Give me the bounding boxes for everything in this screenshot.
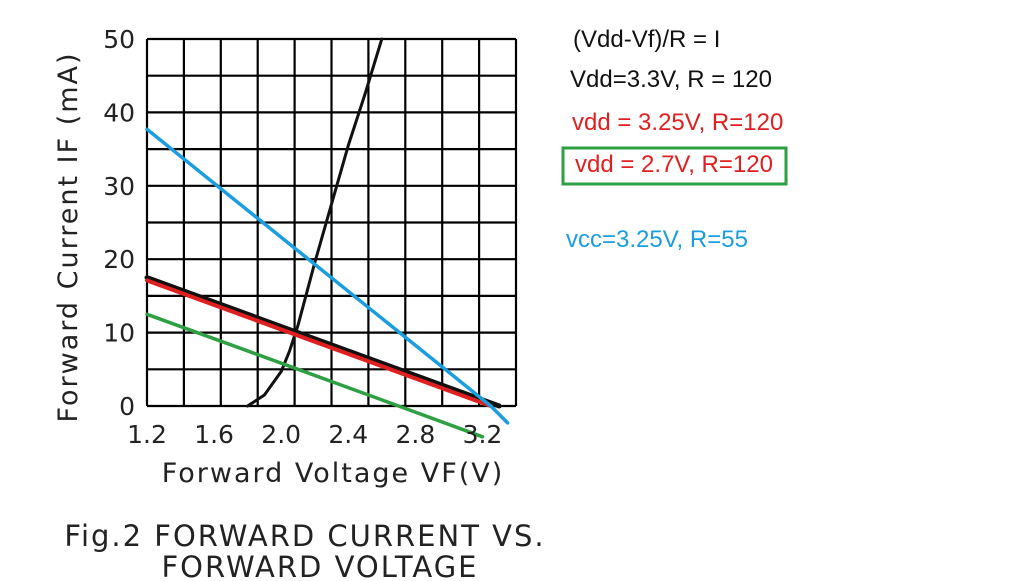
x-tick-label: 2.4 bbox=[328, 420, 368, 449]
x-axis-title: Forward Voltage VF(V) bbox=[162, 458, 505, 489]
load-line-3-3v-120r bbox=[144, 275, 502, 409]
led-iv-curve bbox=[246, 37, 384, 408]
caption-line-1: Fig.2 FORWARD CURRENT VS. bbox=[64, 519, 545, 553]
y-tick-label: 50 bbox=[103, 25, 135, 54]
load-line-3-25v-120r bbox=[145, 278, 493, 408]
x-tick-label: 2.8 bbox=[395, 420, 435, 449]
grid bbox=[145, 37, 518, 408]
note-vcc-3-25: vcc=3.25V, R=55 bbox=[566, 226, 748, 253]
y-axis-title: Forward Current I​F (mA) bbox=[53, 51, 84, 422]
x-tick-label: 1.2 bbox=[127, 420, 167, 449]
note-vdd-2-7: vdd = 2.7V, R=120 bbox=[575, 151, 773, 178]
y-tick-label: 10 bbox=[103, 319, 135, 348]
series-group bbox=[144, 37, 510, 439]
note-vdd-3-25: vdd = 3.25V, R=120 bbox=[572, 109, 783, 136]
note-vdd-3-3: Vdd=3.3V, R = 120 bbox=[570, 66, 772, 93]
y-tick-label: 0 bbox=[119, 392, 135, 421]
annotations: (Vdd-Vf)/R = I Vdd=3.3V, R = 120 vdd = 3… bbox=[561, 26, 788, 253]
caption-line-2: FORWARD VOLTAGE bbox=[161, 550, 478, 581]
x-tick-label: 2.0 bbox=[261, 420, 301, 449]
load-line-3-25v-55r bbox=[145, 127, 510, 425]
y-tick-label: 40 bbox=[103, 98, 135, 127]
x-tick-label: 3.2 bbox=[463, 420, 503, 449]
y-tick-label: 30 bbox=[103, 172, 135, 201]
y-tick-label: 20 bbox=[103, 245, 135, 274]
tick-labels: 1.2 1.6 2.0 2.4 2.8 3.2 0 10 20 30 40 50 bbox=[103, 25, 502, 449]
highlight-box bbox=[561, 146, 788, 186]
formula-note: (Vdd-Vf)/R = I bbox=[573, 26, 720, 53]
x-tick-label: 1.6 bbox=[194, 420, 234, 449]
load-line-2-7v-120r bbox=[145, 312, 485, 439]
